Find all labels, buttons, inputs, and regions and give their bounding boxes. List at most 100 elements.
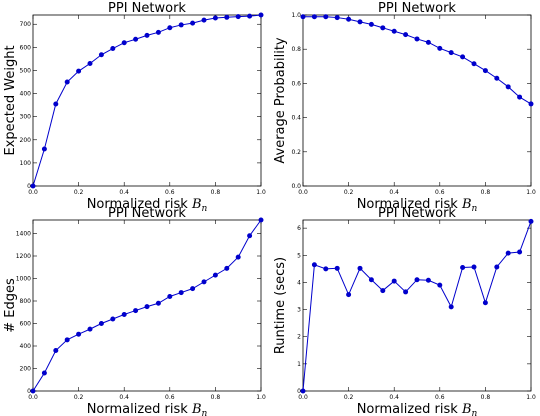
y-tick-label: 1400 bbox=[16, 231, 31, 238]
x-axis-label-text: Normalized risk bbox=[87, 197, 192, 212]
series-line bbox=[302, 221, 532, 392]
chart-panel-1: PPI Network 0.0 0.2 0.4 0.6 0.8 1.0 0.0 0.2 0.4 0.… bbox=[273, 1, 536, 214]
x-tick-label: 0.0 bbox=[298, 189, 308, 196]
x-tick-label: 0.6 bbox=[435, 189, 445, 196]
data-point bbox=[144, 32, 150, 38]
x-tick-label: 0.6 bbox=[435, 394, 445, 401]
data-point bbox=[494, 75, 500, 81]
data-point bbox=[64, 337, 70, 343]
data-point bbox=[30, 388, 36, 394]
data-point bbox=[460, 54, 466, 60]
x-tick-label: 1.0 bbox=[256, 394, 266, 401]
series-line bbox=[32, 14, 262, 187]
y-tick-label: 3 bbox=[297, 307, 301, 314]
y-tick-label: 6 bbox=[297, 225, 301, 232]
x-tick-label: 1.0 bbox=[526, 394, 536, 401]
y-tick-label: 0.4 bbox=[291, 115, 301, 122]
x-tick-label: 0.4 bbox=[119, 189, 129, 196]
y-tick-label: 700 bbox=[20, 21, 32, 28]
x-axis-label: Normalized risk Bn bbox=[87, 197, 208, 214]
data-point bbox=[201, 279, 207, 285]
data-point bbox=[334, 265, 340, 271]
data-point bbox=[505, 250, 511, 256]
y-tick-label: 1000 bbox=[16, 276, 31, 283]
data-point bbox=[87, 61, 93, 67]
y-tick-label: 600 bbox=[20, 44, 32, 51]
data-point bbox=[121, 312, 127, 317]
data-point bbox=[517, 249, 523, 255]
series-line bbox=[303, 16, 532, 105]
y-tick-label: 2 bbox=[297, 334, 301, 341]
y-tick-label: 0 bbox=[27, 388, 31, 395]
data-point bbox=[190, 286, 196, 292]
data-point bbox=[460, 265, 466, 270]
x-tick-label: 1.0 bbox=[256, 189, 266, 196]
data-point bbox=[300, 14, 306, 20]
data-point bbox=[346, 16, 352, 22]
y-axis-label: Runtime (secs) bbox=[273, 257, 288, 354]
data-point bbox=[224, 14, 230, 20]
data-point bbox=[368, 277, 374, 283]
data-point bbox=[110, 46, 116, 52]
x-tick-label: 0.4 bbox=[119, 394, 129, 401]
data-point bbox=[76, 331, 82, 337]
data-point bbox=[482, 68, 488, 74]
y-tick-label: 0.2 bbox=[291, 149, 301, 156]
data-point bbox=[41, 370, 47, 376]
x-axis-label: Normalized risk Bn bbox=[357, 197, 478, 214]
data-point bbox=[98, 321, 104, 326]
x-tick-label: 0.2 bbox=[74, 189, 84, 196]
data-point bbox=[448, 304, 454, 310]
y-tick-label: 800 bbox=[20, 298, 32, 305]
data-point bbox=[167, 294, 173, 299]
x-tick-label: 0.2 bbox=[74, 394, 84, 401]
data-point bbox=[167, 25, 173, 31]
x-axis-label-symbol: B bbox=[191, 197, 202, 212]
y-tick-label: 600 bbox=[20, 321, 32, 328]
plot-frame bbox=[302, 219, 532, 392]
y-tick-label: 1 bbox=[297, 361, 301, 368]
data-point bbox=[471, 61, 477, 67]
y-tick-label: 200 bbox=[20, 137, 32, 144]
data-point bbox=[414, 36, 420, 42]
data-point bbox=[425, 277, 431, 283]
x-tick-label: 0.2 bbox=[344, 394, 354, 401]
y-tick-label: 400 bbox=[20, 343, 32, 350]
x-axis-label-symbol: B bbox=[191, 402, 202, 416]
data-point bbox=[53, 101, 59, 107]
y-tick-label: 0.6 bbox=[291, 80, 301, 87]
x-tick-label: 0.0 bbox=[28, 394, 38, 401]
data-point bbox=[258, 217, 264, 223]
y-tick-label: 4 bbox=[297, 279, 301, 286]
x-axis-label-text: Normalized risk bbox=[357, 197, 462, 212]
data-point bbox=[403, 289, 409, 295]
data-point bbox=[155, 300, 161, 306]
data-point bbox=[190, 20, 196, 26]
data-point bbox=[391, 278, 397, 284]
data-point bbox=[258, 12, 264, 18]
data-point bbox=[357, 265, 363, 271]
x-tick-label: 0.8 bbox=[211, 394, 221, 401]
x-axis-label-text: Normalized risk bbox=[87, 402, 192, 416]
y-tick-label: 300 bbox=[20, 114, 32, 121]
data-point bbox=[346, 292, 352, 298]
data-point bbox=[391, 28, 397, 34]
x-tick-label: 0.8 bbox=[481, 394, 491, 401]
y-tick-label: 0.8 bbox=[291, 46, 301, 53]
plot-frame bbox=[302, 14, 532, 187]
data-point bbox=[380, 25, 386, 31]
y-tick-label: 500 bbox=[20, 67, 32, 74]
data-point bbox=[494, 264, 500, 270]
data-point bbox=[368, 21, 374, 27]
x-tick-label: 0.6 bbox=[165, 394, 175, 401]
x-tick-label: 0.0 bbox=[28, 189, 38, 196]
x-axis-label-subscript: n bbox=[202, 204, 208, 214]
data-point bbox=[87, 326, 93, 332]
y-axis-label: # Edges bbox=[3, 278, 18, 333]
chart-title: PPI Network bbox=[108, 1, 186, 16]
data-point bbox=[64, 79, 70, 85]
data-point bbox=[505, 84, 511, 90]
x-axis-label: Normalized risk Bn bbox=[87, 402, 208, 416]
data-point bbox=[300, 388, 306, 394]
